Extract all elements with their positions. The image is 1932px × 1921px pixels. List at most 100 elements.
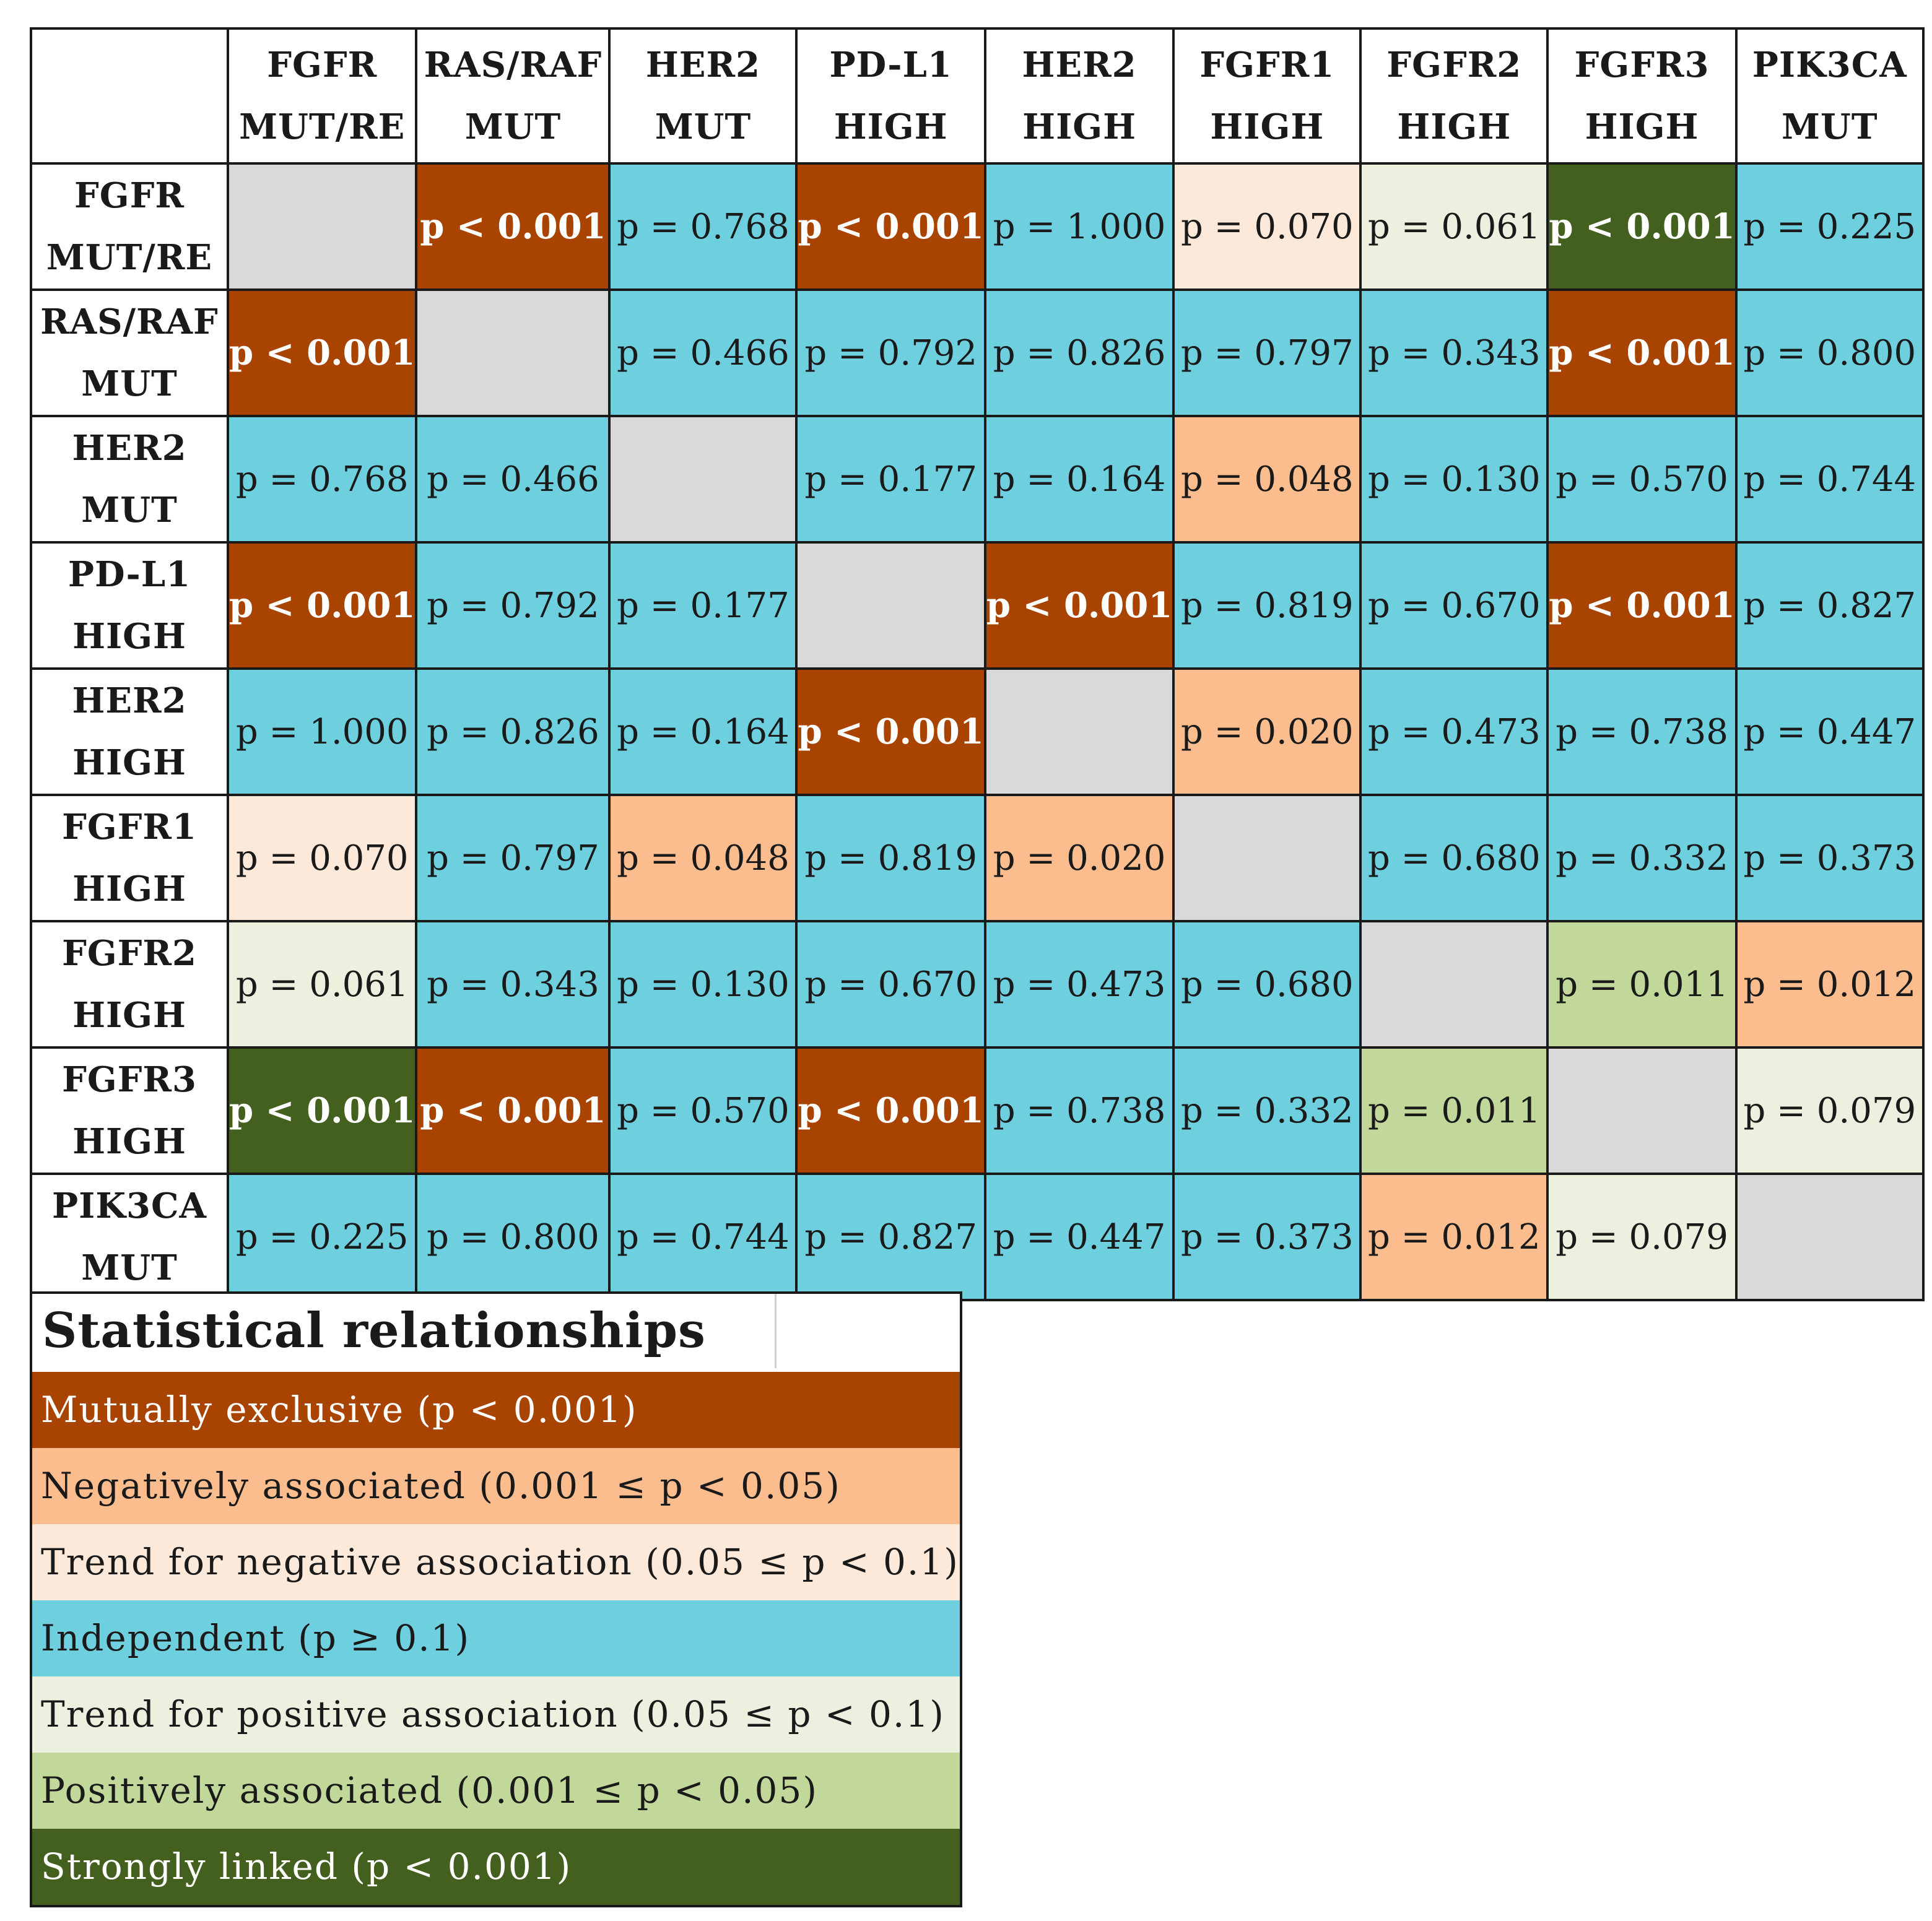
- diagonal-cell: [983, 667, 1175, 796]
- p-value-cell: p = 1.000: [983, 162, 1175, 291]
- row-header: FGFR2 HIGH: [30, 920, 229, 1049]
- p-value-cell: p = 0.343: [415, 920, 611, 1049]
- legend-item-trend-negative: Trend for negative association (0.05 ≤ p…: [32, 1524, 960, 1600]
- table-row: FGFR3 HIGH p < 0.001 p < 0.001 p = 0.570 p < …: [30, 1046, 1925, 1175]
- column-header-line2: MUT: [655, 106, 752, 147]
- column-header-line2: HIGH: [1210, 106, 1325, 147]
- p-value-cell: p = 0.744: [1734, 415, 1925, 544]
- column-header: FGFR3 HIGH: [1546, 27, 1738, 165]
- p-value-cell: p = 0.048: [608, 794, 798, 922]
- p-value-cell: p = 0.768: [608, 162, 798, 291]
- p-value-cell: p = 0.819: [1172, 541, 1362, 670]
- p-value-cell: p = 1.000: [226, 667, 418, 796]
- column-header: FGFR1 HIGH: [1172, 27, 1362, 165]
- p-value-cell: p = 0.768: [226, 415, 418, 544]
- p-value-cell: p < 0.001: [415, 162, 611, 291]
- p-value-cell: p = 0.570: [1546, 415, 1738, 544]
- p-value-cell: p < 0.001: [226, 288, 418, 417]
- row-header-line1: PD-L1: [67, 554, 191, 595]
- diagonal-cell: [1734, 1173, 1925, 1301]
- p-value-cell: p < 0.001: [415, 1046, 611, 1175]
- row-header-line1: PIK3CA: [52, 1186, 207, 1226]
- matrix-body: FGFR MUT/RE RAS/RAF MUT HER2 MUT PD-L1 HIGH HER2…: [30, 27, 1925, 1301]
- p-value-cell: p = 0.797: [1172, 288, 1362, 417]
- p-value-cell: p = 0.011: [1546, 920, 1738, 1049]
- column-header-line1: PD-L1: [829, 45, 952, 85]
- p-value-cell: p = 0.466: [415, 415, 611, 544]
- p-value-cell: p = 0.011: [1359, 1046, 1549, 1175]
- column-header-line2: MUT: [1782, 106, 1878, 147]
- table-row: FGFR MUT/RE p < 0.001 p = 0.768 p < 0.001 p =…: [30, 162, 1925, 291]
- p-value-cell: p = 0.680: [1359, 794, 1549, 922]
- p-value-cell: p = 0.800: [1734, 288, 1925, 417]
- p-value-cell: p = 0.827: [795, 1173, 986, 1301]
- row-header-line2: HIGH: [72, 616, 186, 657]
- p-value-cell: p < 0.001: [226, 541, 418, 670]
- p-value-cell: p = 0.012: [1734, 920, 1925, 1049]
- column-header-line2: HIGH: [1022, 106, 1137, 147]
- diagonal-cell: [226, 162, 418, 291]
- header-row: FGFR MUT/RE RAS/RAF MUT HER2 MUT PD-L1 HIGH HER2…: [30, 27, 1925, 165]
- p-value-cell: p = 0.744: [608, 1173, 798, 1301]
- p-value-cell: p = 0.797: [415, 794, 611, 922]
- column-header: FGFR MUT/RE: [226, 27, 418, 165]
- p-value-cell: p = 0.680: [1172, 920, 1362, 1049]
- p-value-cell: p < 0.001: [1546, 541, 1738, 670]
- p-value-cell: p = 0.177: [608, 541, 798, 670]
- diagonal-cell: [795, 541, 986, 670]
- p-value-cell: p < 0.001: [983, 541, 1175, 670]
- p-value-cell: p = 0.012: [1359, 1173, 1549, 1301]
- row-header-line1: FGFR3: [62, 1059, 197, 1100]
- diagonal-cell: [1172, 794, 1362, 922]
- diagonal-cell: [608, 415, 798, 544]
- legend-item-mutually-exclusive: Mutually exclusive (p < 0.001): [32, 1372, 960, 1448]
- p-value-cell: p = 0.800: [415, 1173, 611, 1301]
- p-value-cell: p = 0.061: [226, 920, 418, 1049]
- p-value-cell: p = 0.130: [608, 920, 798, 1049]
- p-value-cell: p = 0.164: [983, 415, 1175, 544]
- legend: Statistical relationships Mutually exclu…: [30, 1291, 962, 1907]
- column-header: PD-L1 HIGH: [795, 27, 986, 165]
- p-value-cell: p < 0.001: [795, 1046, 986, 1175]
- p-value-cell: p = 0.819: [795, 794, 986, 922]
- association-matrix: FGFR MUT/RE RAS/RAF MUT HER2 MUT PD-L1 HIGH HER2…: [30, 27, 1925, 1301]
- row-header: PD-L1 HIGH: [30, 541, 229, 670]
- legend-title-divider: [775, 1294, 777, 1368]
- p-value-cell: p < 0.001: [795, 667, 986, 796]
- legend-title-bar: Statistical relationships: [32, 1294, 960, 1372]
- p-value-cell: p = 0.177: [795, 415, 986, 544]
- column-header: FGFR2 HIGH: [1359, 27, 1549, 165]
- column-header-line2: MUT: [464, 106, 562, 147]
- p-value-cell: p = 0.070: [226, 794, 418, 922]
- p-value-cell: p = 0.738: [983, 1046, 1175, 1175]
- legend-item-independent: Independent (p ≥ 0.1): [32, 1600, 960, 1676]
- row-header-line2: MUT: [81, 490, 178, 531]
- row-header: FGFR1 HIGH: [30, 794, 229, 922]
- row-header-line1: HER2: [72, 428, 187, 469]
- p-value-cell: p = 0.225: [1734, 162, 1925, 291]
- column-header-line1: FGFR3: [1574, 45, 1710, 85]
- column-header: HER2 HIGH: [983, 27, 1175, 165]
- p-value-cell: p = 0.130: [1359, 415, 1549, 544]
- p-value-cell: p = 0.079: [1734, 1046, 1925, 1175]
- row-header-line1: FGFR1: [62, 807, 197, 848]
- p-value-cell: p = 0.670: [1359, 541, 1549, 670]
- row-header-line2: HIGH: [72, 742, 186, 783]
- p-value-cell: p = 0.225: [226, 1173, 418, 1301]
- p-value-cell: p = 0.447: [1734, 667, 1925, 796]
- row-header-line2: MUT: [81, 1247, 178, 1288]
- table-row: PD-L1 HIGH p < 0.001 p = 0.792 p = 0.177 p < …: [30, 541, 1925, 670]
- column-header-line2: HIGH: [1585, 106, 1699, 147]
- row-header-line2: MUT: [81, 363, 178, 404]
- legend-item-positively-associated: Positively associated (0.001 ≤ p < 0.05): [32, 1753, 960, 1829]
- table-row: RAS/RAF MUT p < 0.001 p = 0.466 p = 0.792 p =…: [30, 288, 1925, 417]
- column-header-line1: RAS/RAF: [424, 45, 603, 85]
- diagonal-cell: [1546, 1046, 1738, 1175]
- row-header-line1: FGFR2: [62, 933, 197, 974]
- row-header-line2: HIGH: [72, 869, 186, 909]
- p-value-cell: p = 0.473: [983, 920, 1175, 1049]
- p-value-cell: p < 0.001: [795, 162, 986, 291]
- row-header-line2: MUT/RE: [46, 237, 213, 278]
- p-value-cell: p = 0.020: [983, 794, 1175, 922]
- column-header: PIK3CA MUT: [1734, 27, 1925, 165]
